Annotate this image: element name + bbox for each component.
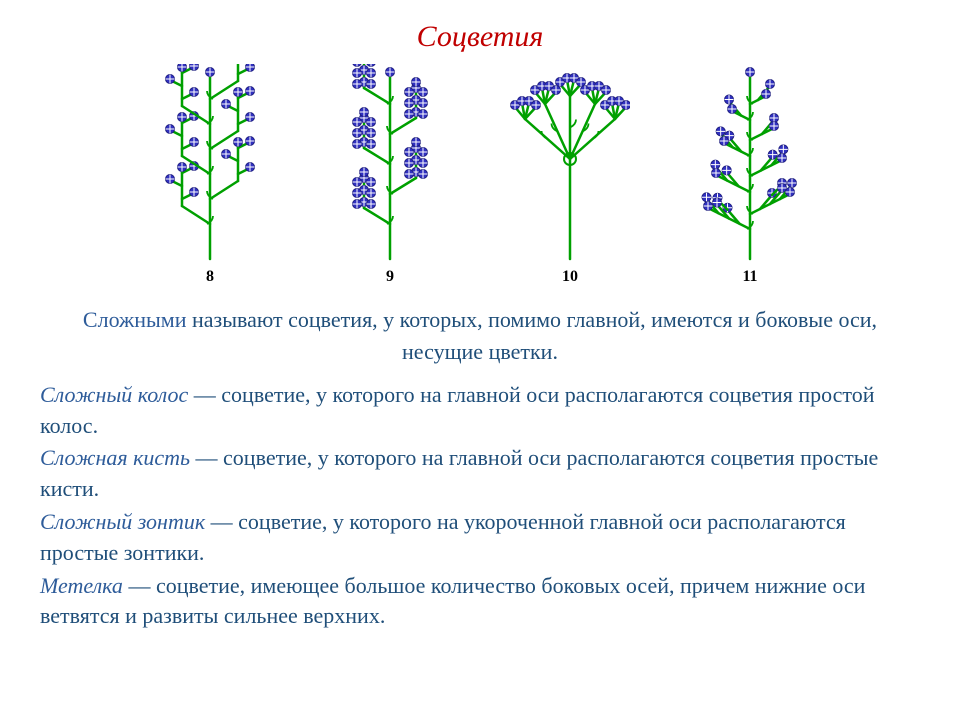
def-term: Сложный зонтик	[40, 509, 205, 534]
diagram-label: 10	[562, 268, 578, 286]
intro-text: Сложными называют соцветия, у которых, п…	[40, 304, 920, 368]
diagram-row: 8 9 10 11	[40, 64, 920, 286]
def-term: Сложный колос	[40, 382, 188, 407]
intro-term: Сложными	[83, 307, 187, 332]
def-item: Метелка — соцветие, имеющее большое коли…	[40, 571, 920, 633]
def-item: Сложная кисть — соцветие, у которого на …	[40, 443, 920, 505]
definitions: Сложный колос — соцветие, у которого на …	[40, 380, 920, 632]
diagram-complex-umbel: 10	[510, 64, 630, 286]
complex-umbel-svg	[510, 64, 630, 264]
def-term: Сложная кисть	[40, 445, 190, 470]
def-text: — соцветие, имеющее большое количество б…	[40, 573, 865, 629]
complex-spike-svg	[330, 64, 450, 264]
def-item: Сложный колос — соцветие, у которого на …	[40, 380, 920, 442]
diagram-label: 11	[742, 268, 757, 286]
diagram-complex-raceme: 8	[150, 64, 270, 286]
diagram-label: 8	[206, 268, 214, 286]
panicle-svg	[690, 64, 810, 264]
complex-raceme-svg	[150, 64, 270, 264]
page-title: Соцветия	[40, 20, 920, 54]
diagram-complex-spike: 9	[330, 64, 450, 286]
diagram-label: 9	[386, 268, 394, 286]
def-item: Сложный зонтик — соцветие, у которого на…	[40, 507, 920, 569]
def-term: Метелка	[40, 573, 123, 598]
diagram-panicle: 11	[690, 64, 810, 286]
intro-rest: называют соцветия, у которых, помимо гла…	[186, 307, 877, 364]
